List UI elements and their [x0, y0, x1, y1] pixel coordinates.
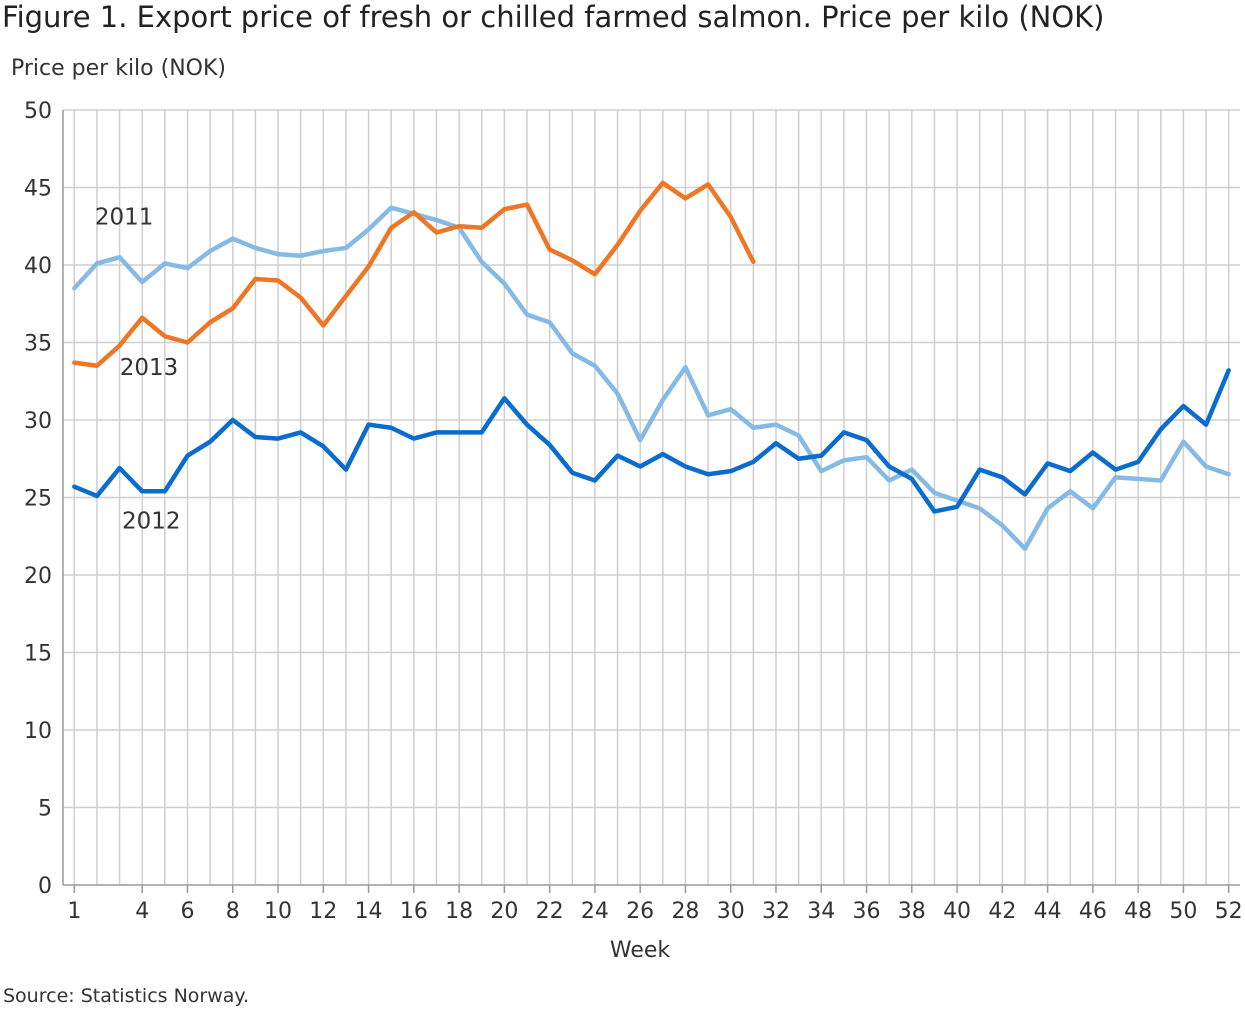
y-tick-label: 45 — [24, 177, 52, 202]
y-tick-label: 5 — [38, 797, 52, 822]
x-axis-label: Week — [609, 938, 671, 963]
series-line-2012 — [72, 368, 1231, 514]
series-label-2011: 2011 — [95, 205, 154, 231]
x-tick-label: 24 — [581, 899, 609, 924]
y-tick-label: 40 — [24, 254, 52, 279]
y-tick-label: 30 — [24, 409, 52, 434]
x-tick-label: 14 — [355, 899, 383, 924]
x-tick-label: 52 — [1215, 899, 1243, 924]
y-axis-label: Price per kilo (NOK) — [11, 56, 226, 81]
x-tick-label: 28 — [671, 899, 699, 924]
x-tick-label: 34 — [807, 899, 835, 924]
y-tick-label: 35 — [24, 332, 52, 357]
x-tick-label: 44 — [1034, 899, 1062, 924]
x-tick-label: 10 — [264, 899, 292, 924]
x-tick-label: 32 — [762, 899, 790, 924]
x-tick-label: 30 — [717, 899, 745, 924]
x-tick-label: 40 — [943, 899, 971, 924]
x-tick-label: 50 — [1169, 899, 1197, 924]
x-tick-label: 12 — [309, 899, 337, 924]
x-tick-label: 26 — [626, 899, 654, 924]
y-tick-label: 20 — [24, 564, 52, 589]
x-tick-label: 4 — [135, 899, 149, 924]
x-tick-label: 8 — [226, 899, 240, 924]
x-tick-label: 38 — [898, 899, 926, 924]
series-label-2012: 2012 — [122, 509, 181, 535]
x-tick-label: 36 — [853, 899, 881, 924]
y-tick-label: 0 — [38, 874, 52, 899]
series-line-2011 — [72, 205, 1231, 551]
x-tick-label: 20 — [490, 899, 518, 924]
y-tick-label: 10 — [24, 719, 52, 744]
x-tick-label: 42 — [988, 899, 1016, 924]
x-tick-label: 48 — [1124, 899, 1152, 924]
x-tick-label: 46 — [1079, 899, 1107, 924]
chart-title: Figure 1. Export price of fresh or chill… — [2, 0, 1105, 34]
series-label-2013: 2013 — [120, 355, 179, 381]
y-tick-label: 25 — [24, 487, 52, 512]
x-tick-label: 16 — [400, 899, 428, 924]
y-tick-label: 15 — [24, 642, 52, 667]
source-note: Source: Statistics Norway. — [3, 985, 249, 1007]
x-tick-label: 18 — [445, 899, 473, 924]
y-tick-label: 50 — [24, 99, 52, 124]
x-tick-label: 6 — [180, 899, 194, 924]
x-tick-label: 22 — [536, 899, 564, 924]
x-tick-label: 1 — [67, 899, 81, 924]
